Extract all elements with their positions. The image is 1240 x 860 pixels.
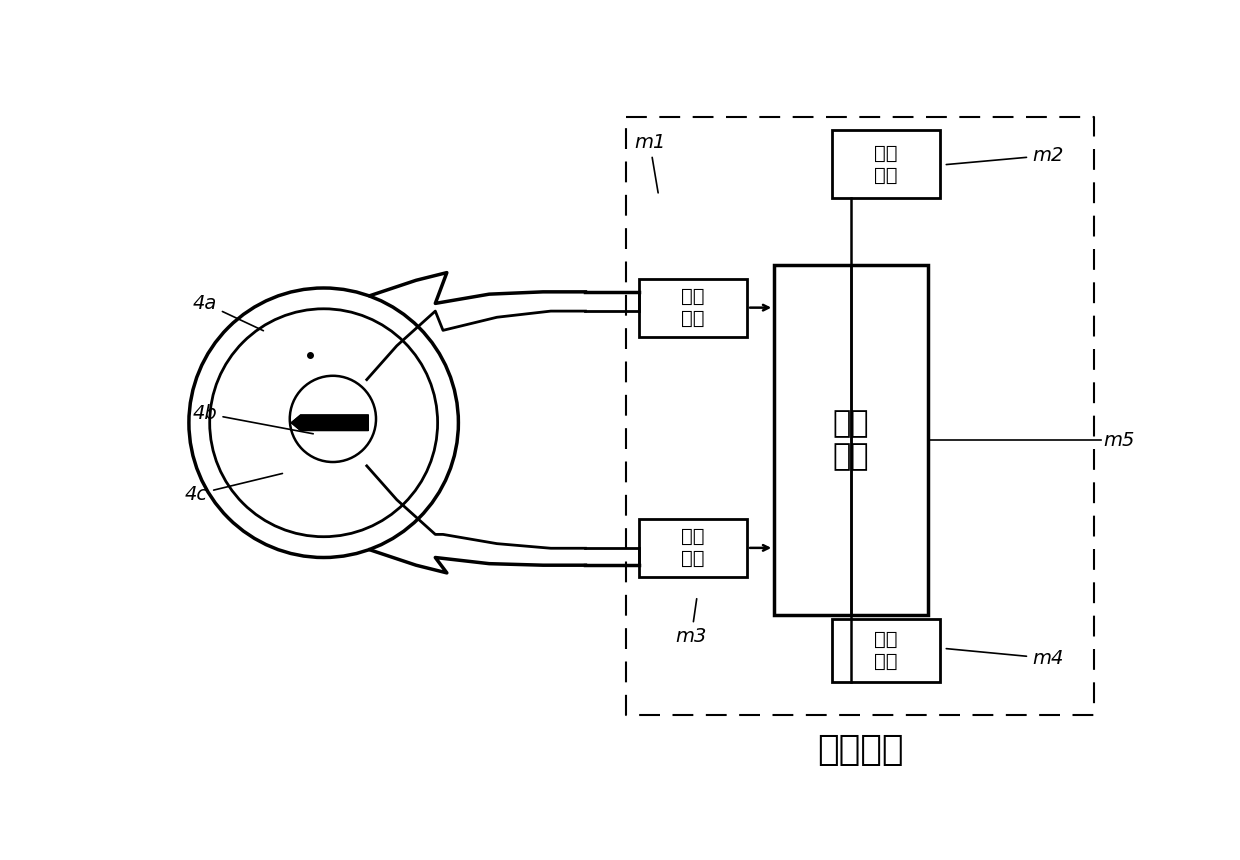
- Text: 4b: 4b: [192, 404, 314, 433]
- Bar: [640, 279, 748, 336]
- Text: 驱动
模块: 驱动 模块: [682, 287, 706, 329]
- Bar: [832, 130, 940, 198]
- Text: 显示
模块: 显示 模块: [874, 144, 898, 185]
- Text: 控制系统: 控制系统: [817, 733, 903, 767]
- Polygon shape: [291, 415, 368, 431]
- Text: m2: m2: [946, 146, 1064, 165]
- Text: 控制
模块: 控制 模块: [833, 408, 869, 471]
- Text: m1: m1: [634, 132, 666, 193]
- Text: 4c: 4c: [185, 474, 283, 504]
- Text: m5: m5: [1104, 431, 1135, 450]
- Text: m3: m3: [676, 599, 707, 646]
- Text: 感应
模块: 感应 模块: [682, 527, 706, 568]
- Bar: [832, 619, 940, 682]
- Bar: [640, 519, 748, 577]
- Text: 输入
模块: 输入 模块: [874, 630, 898, 671]
- Bar: [774, 265, 928, 615]
- Text: 4a: 4a: [192, 294, 263, 331]
- Text: m4: m4: [946, 648, 1064, 667]
